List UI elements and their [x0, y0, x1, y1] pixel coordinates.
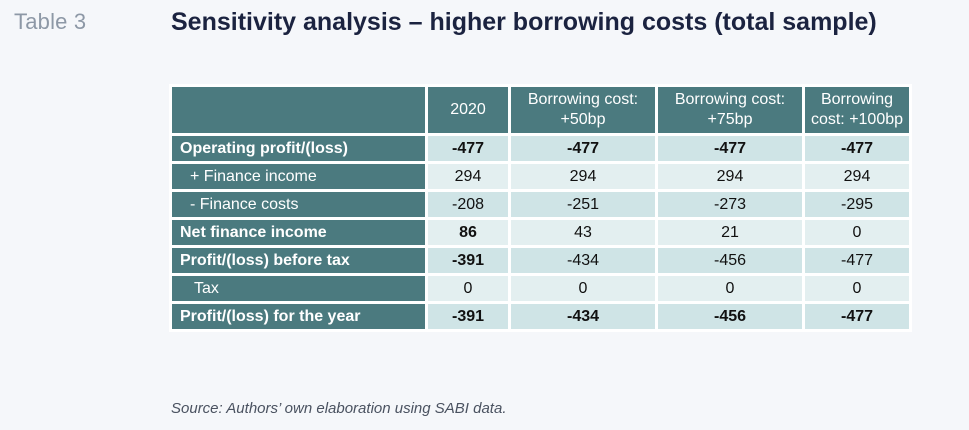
- sensitivity-table: 2020 Borrowing cost: +50bp Borrowing cos…: [169, 84, 912, 332]
- header-cell-empty: [172, 87, 425, 133]
- table-cell: 0: [428, 276, 508, 301]
- table-cell: -456: [658, 248, 802, 273]
- header-cell-75bp: Borrowing cost: +75bp: [658, 87, 802, 133]
- source-note: Source: Authors’ own elaboration using S…: [171, 400, 507, 417]
- row-label: Profit/(loss) for the year: [172, 304, 425, 329]
- table-cell: -477: [805, 136, 909, 161]
- table-row: Net finance income 86 43 21 0: [172, 220, 909, 245]
- table-title: Sensitivity analysis – higher borrowing …: [171, 8, 877, 36]
- table-cell: -251: [511, 192, 655, 217]
- table-row: Profit/(loss) before tax -391 -434 -456 …: [172, 248, 909, 273]
- table-row: Operating profit/(loss) -477 -477 -477 -…: [172, 136, 909, 161]
- table-cell: -391: [428, 248, 508, 273]
- table-row: + Finance income 294 294 294 294: [172, 164, 909, 189]
- table-row: - Finance costs -208 -251 -273 -295: [172, 192, 909, 217]
- table-cell: 294: [658, 164, 802, 189]
- table-number-label: Table 3: [14, 9, 87, 34]
- table-cell: -456: [658, 304, 802, 329]
- table-row: Profit/(loss) for the year -391 -434 -45…: [172, 304, 909, 329]
- table-cell: -391: [428, 304, 508, 329]
- table-cell: -477: [805, 248, 909, 273]
- table-cell: -434: [511, 304, 655, 329]
- table-cell: -477: [428, 136, 508, 161]
- table-cell: 0: [805, 220, 909, 245]
- table-cell: 43: [511, 220, 655, 245]
- row-label: + Finance income: [172, 164, 425, 189]
- row-label: Operating profit/(loss): [172, 136, 425, 161]
- row-label: Net finance income: [172, 220, 425, 245]
- header-cell-2020: 2020: [428, 87, 508, 133]
- table-cell: 0: [805, 276, 909, 301]
- table-cell: 86: [428, 220, 508, 245]
- table-cell: -273: [658, 192, 802, 217]
- table-cell: -477: [658, 136, 802, 161]
- header-cell-100bp: Borrowing cost: +100bp: [805, 87, 909, 133]
- table-cell: -477: [805, 304, 909, 329]
- table-header-row: 2020 Borrowing cost: +50bp Borrowing cos…: [172, 87, 909, 133]
- table-cell: -295: [805, 192, 909, 217]
- table-cell: -208: [428, 192, 508, 217]
- table-cell: 0: [511, 276, 655, 301]
- table-row: Tax 0 0 0 0: [172, 276, 909, 301]
- table-cell: 294: [428, 164, 508, 189]
- table-cell: 21: [658, 220, 802, 245]
- table-cell: 0: [658, 276, 802, 301]
- row-label: - Finance costs: [172, 192, 425, 217]
- table-cell: 294: [511, 164, 655, 189]
- row-label: Profit/(loss) before tax: [172, 248, 425, 273]
- row-label: Tax: [172, 276, 425, 301]
- header-cell-50bp: Borrowing cost: +50bp: [511, 87, 655, 133]
- table-cell: -477: [511, 136, 655, 161]
- table-cell: -434: [511, 248, 655, 273]
- table-cell: 294: [805, 164, 909, 189]
